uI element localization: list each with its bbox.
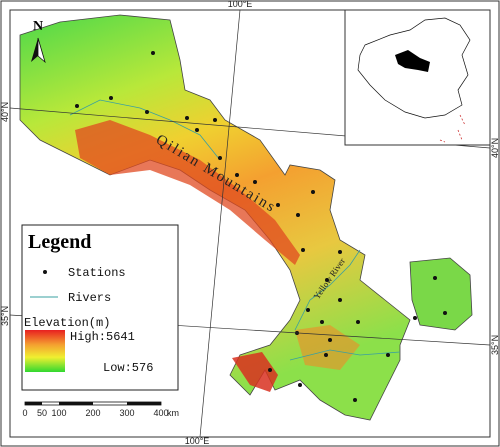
legend-item: Low:576 <box>103 361 153 375</box>
legend-item: Elevation(m) <box>24 316 110 330</box>
legend-title: Legend <box>28 231 91 253</box>
province <box>19 14 473 421</box>
legend-item: Stations <box>68 266 126 280</box>
legend-item: High:5641 <box>70 330 135 344</box>
scale-label: 400 <box>153 408 168 418</box>
scale-label: 0 <box>22 408 27 418</box>
rivers <box>69 99 401 361</box>
scale-label: 200 <box>85 408 100 418</box>
lat-label: 35°N <box>490 335 500 355</box>
scale-bar <box>24 401 162 406</box>
lat-label: 40°N <box>490 138 500 158</box>
stations <box>75 51 447 402</box>
lon-label: 100°E <box>228 0 253 9</box>
north-label: N <box>33 19 43 34</box>
scale-label: 300 <box>119 408 134 418</box>
lon-label: 100°E <box>185 436 210 446</box>
legend <box>21 224 179 391</box>
scale-unit: km <box>167 408 179 418</box>
scale-label: 50 <box>37 408 47 418</box>
scale-label: 100 <box>51 408 66 418</box>
inset <box>344 9 491 146</box>
legend-item: Rivers <box>68 291 111 305</box>
lat-label: 40°N <box>0 102 10 122</box>
inner-frame <box>9 9 491 438</box>
lat-label: 35°N <box>0 306 10 326</box>
north-arrow <box>31 37 46 64</box>
